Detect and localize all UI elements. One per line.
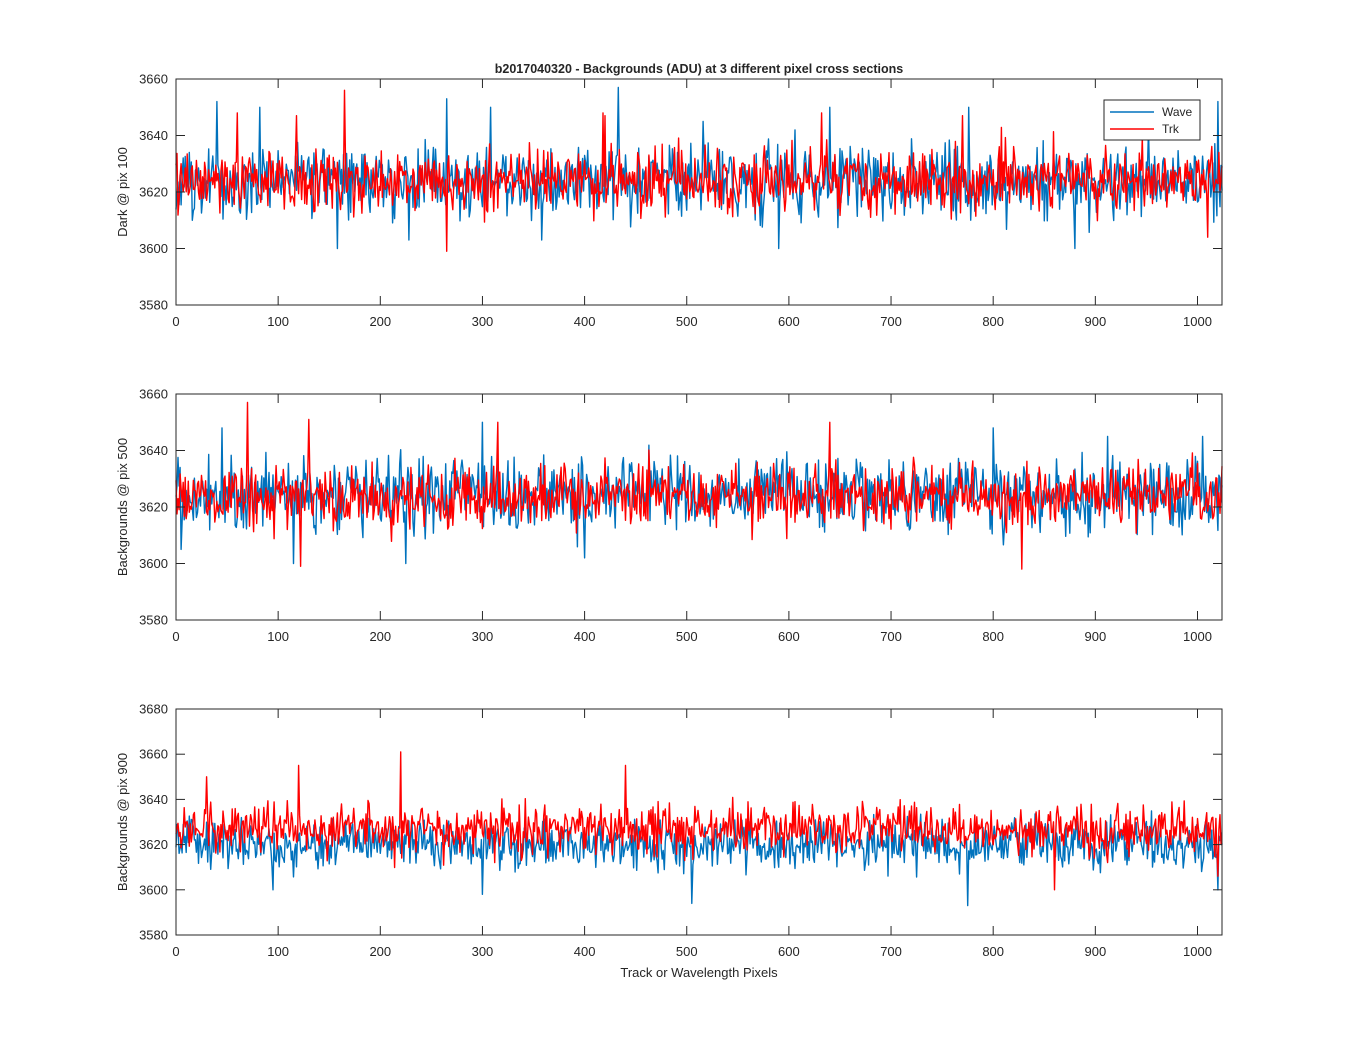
x-tick-label: 100 — [267, 314, 289, 329]
x-tick-label: 900 — [1084, 629, 1106, 644]
series-line-wave — [175, 810, 1223, 907]
x-tick-label: 700 — [880, 944, 902, 959]
x-tick-label: 0 — [172, 629, 179, 644]
legend-box — [1103, 99, 1201, 141]
series-line-trk — [175, 751, 1223, 891]
y-tick-label: 3600 — [139, 556, 168, 571]
y-tick-label: 3680 — [139, 702, 168, 717]
subplot-2: 0 100 200 300 400 500 600 700 800 900 1000 3580 3600… — [115, 387, 1223, 644]
y-tick-label: 3600 — [139, 882, 168, 897]
legend-label-trk: Trk — [1162, 122, 1180, 136]
subplot-3: 0 100 200 300 400 500 600 700 800 900 1000 3580 3600… — [115, 702, 1223, 959]
x-tick-label: 700 — [880, 629, 902, 644]
x-tick-label: 600 — [778, 314, 800, 329]
x-tick-label: 400 — [574, 629, 596, 644]
y-tick-label: 3640 — [139, 443, 168, 458]
x-tick-label: 800 — [982, 944, 1004, 959]
x-tick-label: 200 — [369, 314, 391, 329]
y-tick-label: 3600 — [139, 241, 168, 256]
x-tick-label: 1000 — [1183, 314, 1212, 329]
x-tick-label: 500 — [676, 314, 698, 329]
y-tick-label: 3660 — [139, 747, 168, 762]
subplot-panels: 0 100 200 300 400 500 600 700 800 900 100035803600… — [115, 72, 1223, 959]
x-tick-label: 400 — [574, 944, 596, 959]
y-axis-label: Backgrounds @ pix 900 — [115, 753, 130, 891]
x-tick-label: 300 — [472, 629, 494, 644]
x-tick-label: 200 — [369, 944, 391, 959]
y-tick-label: 3640 — [139, 128, 168, 143]
y-tick-label: 3660 — [139, 387, 168, 402]
x-tick-label: 900 — [1084, 314, 1106, 329]
x-tick-label: 300 — [472, 944, 494, 959]
x-tick-label: 100 — [267, 944, 289, 959]
x-tick-label: 100 — [267, 629, 289, 644]
x-tick-label: 400 — [574, 314, 596, 329]
y-axis-label: Backgrounds @ pix 500 — [115, 438, 130, 576]
x-tick-label: 0 — [172, 944, 179, 959]
series-line-trk — [175, 401, 1223, 570]
axes-box — [175, 708, 1223, 936]
x-tick-label: 700 — [880, 314, 902, 329]
y-tick-label: 3640 — [139, 792, 168, 807]
x-tick-label: 200 — [369, 629, 391, 644]
y-tick-label: 3620 — [139, 500, 168, 515]
y-tick-label: 3580 — [139, 613, 168, 628]
subplot-1: 0 100 200 300 400 500 600 700 800 900 1000 3580 3600… — [115, 72, 1223, 329]
x-tick-label: 300 — [472, 314, 494, 329]
legend-label-wave: Wave — [1162, 105, 1193, 119]
y-tick-label: 3580 — [139, 928, 168, 943]
x-tick-label: 600 — [778, 629, 800, 644]
x-tick-label: 500 — [676, 944, 698, 959]
y-tick-label: 3660 — [139, 72, 168, 87]
legend: Wave Trk — [1103, 99, 1201, 141]
series-line-wave — [175, 86, 1223, 250]
x-tick-label: 1000 — [1183, 944, 1212, 959]
series-line-trk — [175, 89, 1223, 252]
x-tick-label: 900 — [1084, 944, 1106, 959]
x-axis-label: Track or Wavelength Pixels — [620, 965, 778, 980]
y-tick-label: 3580 — [139, 298, 168, 313]
chart-title: b2017040320 - Backgrounds (ADU) at 3 dif… — [495, 62, 904, 76]
y-axis-label: Dark @ pix 100 — [115, 147, 130, 237]
x-tick-label: 0 — [172, 314, 179, 329]
y-tick-label: 3620 — [139, 185, 168, 200]
x-tick-label: 800 — [982, 314, 1004, 329]
y-tick-label: 3620 — [139, 837, 168, 852]
x-tick-label: 800 — [982, 629, 1004, 644]
x-tick-label: 1000 — [1183, 629, 1212, 644]
x-tick-label: 500 — [676, 629, 698, 644]
x-tick-label: 600 — [778, 944, 800, 959]
